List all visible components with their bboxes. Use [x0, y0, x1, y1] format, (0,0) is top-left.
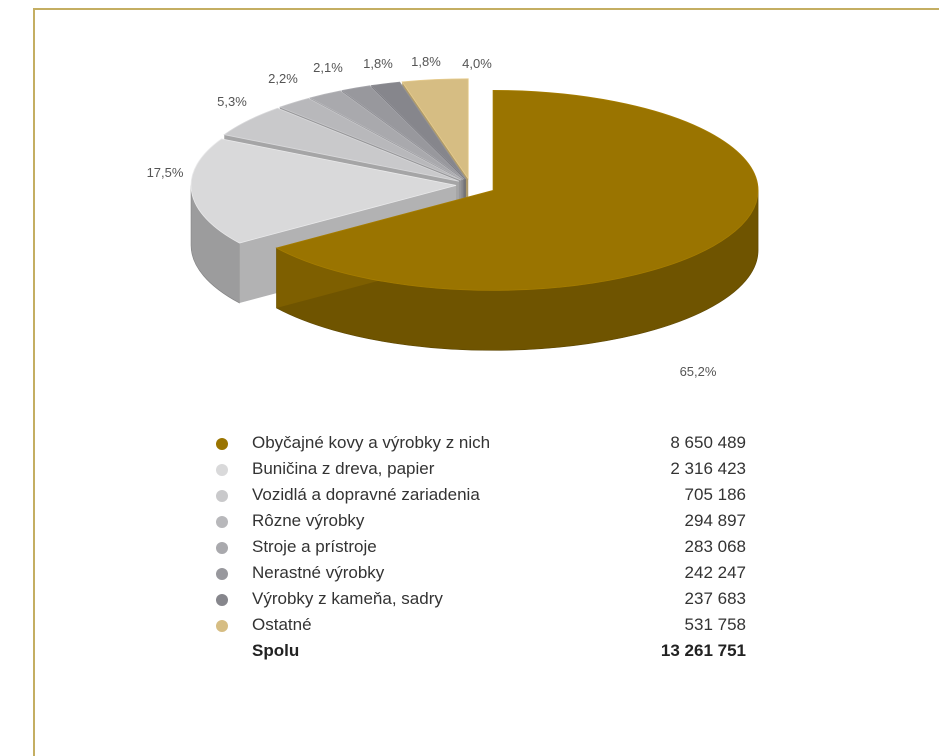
legend-label: Rôzne výrobky: [252, 511, 365, 530]
legend-swatch: [216, 438, 228, 450]
pie-slice-6: [341, 85, 465, 180]
legend-label: Vozidlá a dopravné zariadenia: [252, 485, 480, 504]
pie-slice-2: [190, 138, 457, 244]
legend-value: 2 316 423: [670, 459, 746, 478]
legend-swatch: [216, 620, 228, 632]
legend-item: Výrobky z kameňa, sadry 237 683: [210, 587, 750, 613]
legend-value: 705 186: [684, 485, 746, 504]
legend-value: 237 683: [684, 589, 746, 608]
legend-swatch: [216, 594, 228, 606]
percent-label: 2,1%: [313, 60, 343, 75]
chart-frame: [33, 8, 939, 756]
legend-label: Stroje a prístroje: [252, 537, 377, 556]
legend-value: 294 897: [684, 511, 746, 530]
pie-chart: 65,2% 17,5% 5,3% 2,2% 2,1% 1,8% 1,8% 4,0%: [147, 54, 759, 379]
legend-item: Rôzne výrobky 294 897: [210, 509, 750, 535]
legend-item: Buničina z dreva, papier 2 316 423: [210, 457, 750, 483]
legend-item: Nerastné výrobky 242 247: [210, 561, 750, 587]
chart-legend: Obyčajné kovy a výrobky z nich 8 650 489 B…: [210, 431, 750, 665]
legend-swatch: [216, 464, 228, 476]
legend-item: Stroje a prístroje 283 068: [210, 535, 750, 561]
legend-label: Ostatné: [252, 615, 312, 634]
percent-label: 1,8%: [363, 56, 393, 71]
pie-slice-8: [401, 78, 469, 181]
legend-swatch: [216, 490, 228, 502]
legend-value: 8 650 489: [670, 433, 746, 452]
total-value: 13 261 751: [660, 641, 746, 660]
legend-swatch: [216, 542, 228, 554]
legend-label: Buničina z dreva, papier: [252, 459, 435, 478]
percent-label: 4,0%: [462, 56, 492, 71]
legend-item: Vozidlá a dopravné zariadenia 705 186: [210, 483, 750, 509]
legend-label: Obyčajné kovy a výrobky z nich: [252, 433, 491, 452]
percent-label: 1,8%: [411, 54, 441, 69]
pie-slice-7: [370, 81, 467, 180]
legend-value: 531 758: [684, 615, 746, 634]
legend-item: Ostatné 531 758: [210, 613, 750, 639]
pie-slice-4: [278, 97, 462, 181]
legend-value: 283 068: [684, 537, 746, 556]
legend-label: Výrobky z kameňa, sadry: [252, 589, 443, 608]
legend-label: Nerastné výrobky: [252, 563, 385, 582]
pie-slice-1: [275, 89, 759, 291]
legend-item: Obyčajné kovy a výrobky z nich 8 650 489: [210, 431, 750, 457]
percent-label: 5,3%: [217, 94, 247, 109]
total-label: Spolu: [252, 641, 300, 660]
percent-label: 17,5%: [147, 165, 184, 180]
percent-label: 2,2%: [268, 71, 298, 86]
legend-swatch: [216, 516, 228, 528]
pie-slice-3: [223, 107, 460, 182]
legend-swatch: [216, 568, 228, 580]
legend-value: 242 247: [684, 563, 746, 582]
pie-slice-5: [309, 90, 463, 180]
percent-label: 65,2%: [680, 364, 717, 379]
legend-total-row: Spolu 13 261 751: [210, 639, 750, 665]
